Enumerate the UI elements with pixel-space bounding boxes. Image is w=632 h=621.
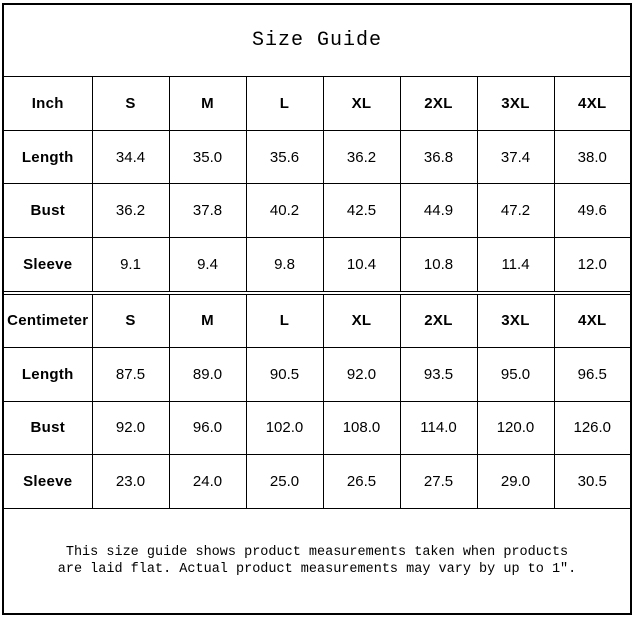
measurement-value: 35.0 <box>168 129 247 185</box>
measurement-value: 126.0 <box>553 400 632 456</box>
measurement-value: 36.2 <box>322 129 401 185</box>
size-header-l: L <box>245 293 324 349</box>
inch-header-row: Inch S M L XL 2XL 3XL 4XL <box>2 76 632 131</box>
measurement-value: 36.8 <box>399 129 478 185</box>
measurement-value: 49.6 <box>553 183 632 239</box>
measurement-value: 95.0 <box>476 347 555 402</box>
measurement-value: 10.4 <box>322 237 401 292</box>
measurement-value: 96.0 <box>168 400 247 456</box>
size-guide-table: Size Guide Inch S M L XL 2XL 3XL 4XL Len… <box>2 3 632 615</box>
measurement-value: 37.8 <box>168 183 247 239</box>
measurement-value: 11.4 <box>476 237 555 292</box>
size-header-xl: XL <box>322 293 401 349</box>
measurement-value: 40.2 <box>245 183 324 239</box>
footer-note-line1: This size guide shows product measuremen… <box>65 544 569 560</box>
measurement-value: 44.9 <box>399 183 478 239</box>
measurement-value: 47.2 <box>476 183 555 239</box>
measurement-value: 120.0 <box>476 400 555 456</box>
row-label-sleeve: Sleeve <box>2 237 93 292</box>
measurement-value: 42.5 <box>322 183 401 239</box>
size-header-3xl: 3XL <box>476 293 555 349</box>
measurement-value: 9.1 <box>91 237 170 292</box>
size-header-2xl: 2XL <box>399 76 478 131</box>
measurement-value: 34.4 <box>91 129 170 185</box>
unit-header-centimeter: Centimeter <box>2 293 93 349</box>
footer-note: This size guide shows product measuremen… <box>2 507 632 615</box>
measurement-value: 9.8 <box>245 237 324 292</box>
table-row-inch-bust: Bust 36.2 37.8 40.2 42.5 44.9 47.2 49.6 <box>2 183 632 239</box>
size-header-2xl: 2XL <box>399 293 478 349</box>
measurement-value: 29.0 <box>476 454 555 509</box>
measurement-value: 24.0 <box>168 454 247 509</box>
row-label-bust: Bust <box>2 183 93 239</box>
measurement-value: 36.2 <box>91 183 170 239</box>
measurement-value: 102.0 <box>245 400 324 456</box>
measurement-value: 12.0 <box>553 237 632 292</box>
size-header-4xl: 4XL <box>553 293 632 349</box>
unit-header-inch: Inch <box>2 76 93 131</box>
centimeter-header-row: Centimeter S M L XL 2XL 3XL 4XL <box>2 293 632 349</box>
size-header-3xl: 3XL <box>476 76 555 131</box>
footer-row: This size guide shows product measuremen… <box>2 507 632 615</box>
measurement-value: 92.0 <box>322 347 401 402</box>
measurement-value: 92.0 <box>91 400 170 456</box>
measurement-value: 114.0 <box>399 400 478 456</box>
size-header-l: L <box>245 76 324 131</box>
measurement-value: 25.0 <box>245 454 324 509</box>
table-row-cm-bust: Bust 92.0 96.0 102.0 108.0 114.0 120.0 1… <box>2 400 632 456</box>
measurement-value: 96.5 <box>553 347 632 402</box>
measurement-value: 26.5 <box>322 454 401 509</box>
table-row-cm-sleeve: Sleeve 23.0 24.0 25.0 26.5 27.5 29.0 30.… <box>2 454 632 509</box>
measurement-value: 23.0 <box>91 454 170 509</box>
measurement-value: 108.0 <box>322 400 401 456</box>
measurement-value: 37.4 <box>476 129 555 185</box>
measurement-value: 35.6 <box>245 129 324 185</box>
size-header-xl: XL <box>322 76 401 131</box>
row-label-length: Length <box>2 129 93 185</box>
size-header-s: S <box>91 76 170 131</box>
title-row: Size Guide <box>2 3 632 78</box>
size-header-m: M <box>168 293 247 349</box>
row-label-length: Length <box>2 347 93 402</box>
footer-note-line2: are laid flat. Actual product measuremen… <box>57 561 577 577</box>
table-row-inch-length: Length 34.4 35.0 35.6 36.2 36.8 37.4 38.… <box>2 129 632 185</box>
size-header-m: M <box>168 76 247 131</box>
table-row-cm-length: Length 87.5 89.0 90.5 92.0 93.5 95.0 96.… <box>2 347 632 402</box>
measurement-value: 27.5 <box>399 454 478 509</box>
measurement-value: 10.8 <box>399 237 478 292</box>
measurement-value: 89.0 <box>168 347 247 402</box>
measurement-value: 38.0 <box>553 129 632 185</box>
size-header-4xl: 4XL <box>553 76 632 131</box>
row-label-sleeve: Sleeve <box>2 454 93 509</box>
measurement-value: 30.5 <box>553 454 632 509</box>
size-header-s: S <box>91 293 170 349</box>
measurement-value: 9.4 <box>168 237 247 292</box>
measurement-value: 87.5 <box>91 347 170 402</box>
table-row-inch-sleeve: Sleeve 9.1 9.4 9.8 10.4 10.8 11.4 12.0 <box>2 237 632 292</box>
measurement-value: 93.5 <box>399 347 478 402</box>
page-title: Size Guide <box>2 3 632 78</box>
row-label-bust: Bust <box>2 400 93 456</box>
measurement-value: 90.5 <box>245 347 324 402</box>
